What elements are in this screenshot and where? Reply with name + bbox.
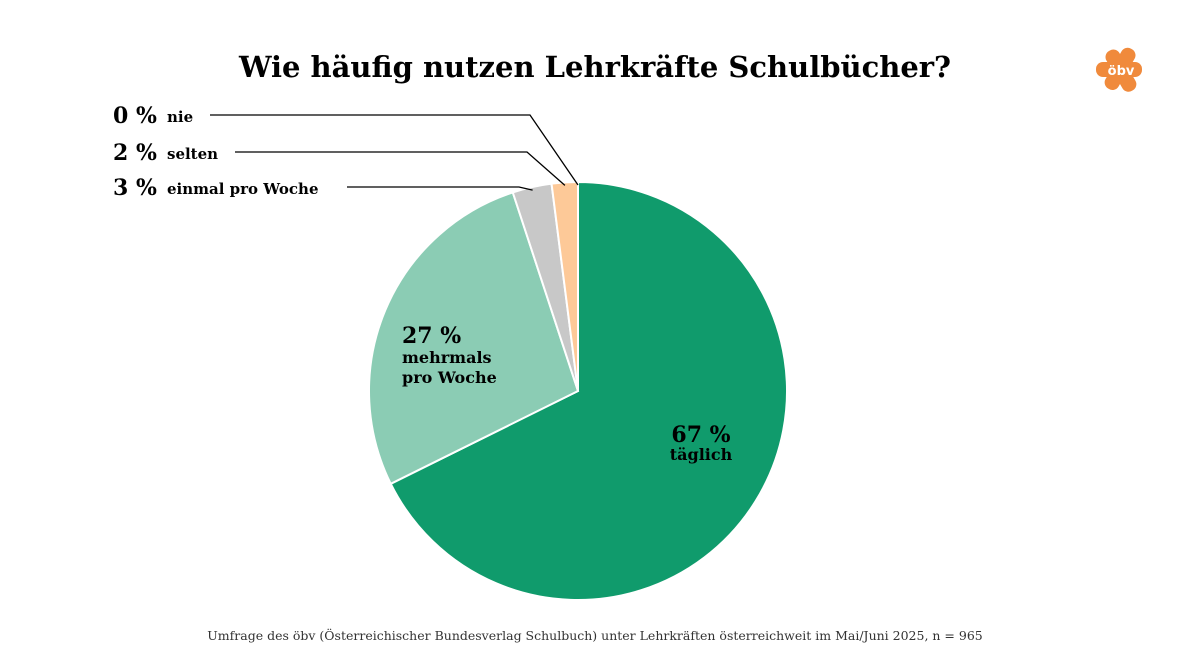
leader-lines: [210, 114, 579, 191]
outside-label-4: 0 % nie: [113, 103, 193, 129]
slice-0-label: täglich: [670, 445, 733, 464]
slice-0-pct-label: 67 %: [671, 422, 730, 448]
slice-2-pct-label: 3 %: [113, 175, 157, 201]
logo-text: öbv: [1108, 64, 1135, 79]
pie-slice-0: [389, 180, 788, 601]
slice-2-label: einmal pro Woche: [167, 180, 319, 198]
chart-title: Wie häufig nutzen Lehrkräfte Schulbücher…: [238, 50, 951, 84]
outside-label-2: 3 % einmal pro Woche: [113, 175, 319, 201]
slice-1-label-line-1: pro Woche: [402, 368, 497, 387]
slice-3-pct-label: 2 %: [113, 140, 157, 166]
pie-slice-1: [368, 191, 580, 486]
pie-slice-3: [550, 180, 579, 392]
leader-line-2: [347, 186, 533, 191]
outside-label-3: 2 % selten: [113, 140, 218, 166]
slice-4-pct-label: 0 %: [113, 103, 157, 129]
slice-3-label: selten: [167, 145, 218, 163]
obv-logo: öbv: [1096, 47, 1142, 92]
slice-4-label: nie: [167, 108, 193, 126]
leader-line-3: [235, 151, 566, 186]
slice-1-pct-label: 27 %: [402, 323, 461, 349]
asterisk-logo-icon: [1096, 47, 1142, 92]
pie-slices: [368, 180, 788, 601]
source-caption: Umfrage des öbv (Österreichischer Bundes…: [207, 627, 982, 643]
leader-line-4: [210, 114, 579, 186]
slice-1-label-line-0: mehrmals: [402, 348, 492, 367]
